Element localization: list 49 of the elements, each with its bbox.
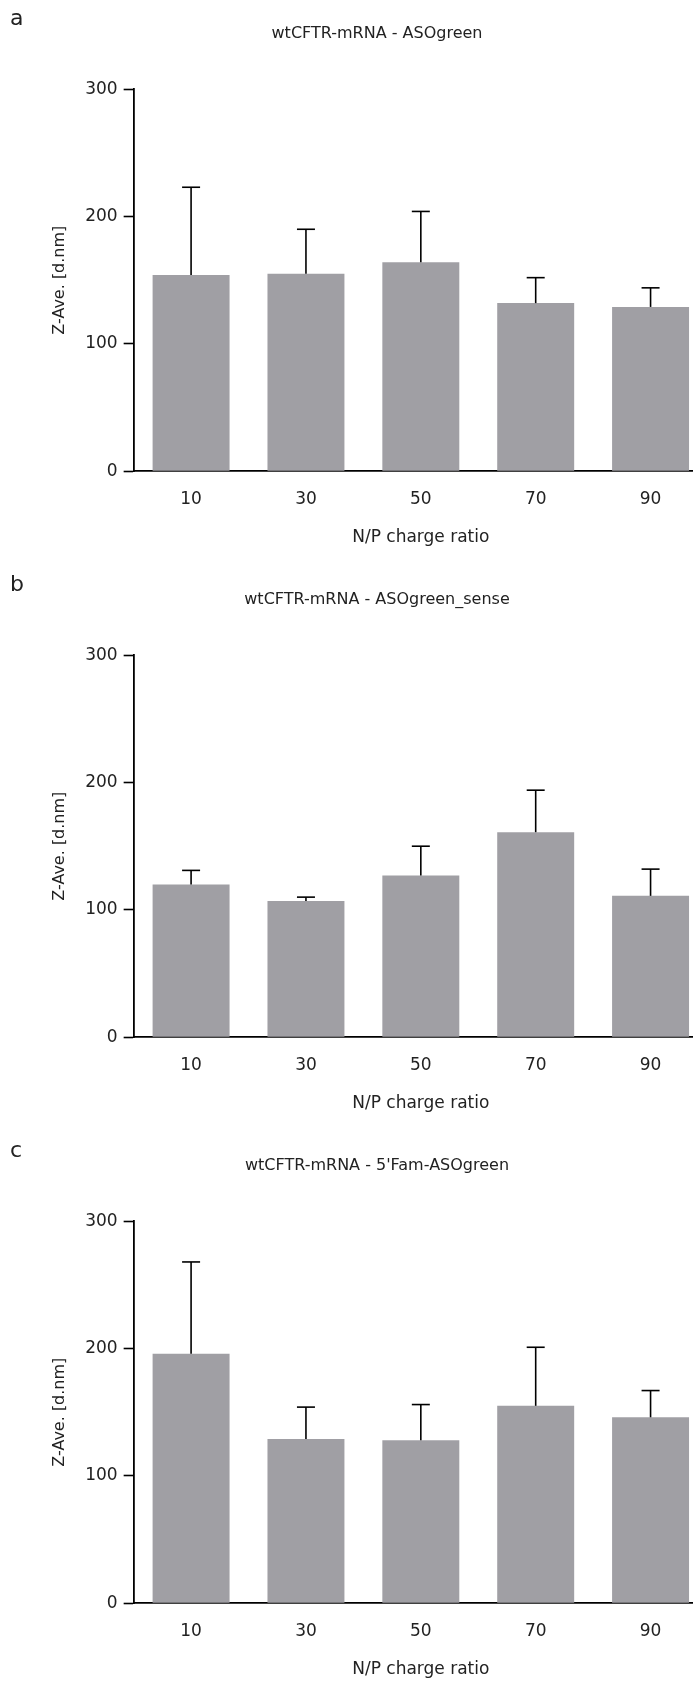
y-tick-label: 200 bbox=[85, 1336, 118, 1357]
text: a bbox=[10, 4, 24, 30]
y-axis-title: Z-Ave. [d.nm] bbox=[48, 225, 68, 335]
chart-title: wtCFTR-mRNA - ASOgreen bbox=[271, 22, 483, 42]
bar bbox=[497, 303, 575, 471]
y-tick-label: 300 bbox=[85, 1209, 118, 1230]
x-tick-label: 90 bbox=[639, 1053, 662, 1074]
bar bbox=[612, 1417, 690, 1603]
x-tick-label: 70 bbox=[524, 1619, 547, 1640]
y-tick-label: 0 bbox=[106, 1025, 118, 1046]
x-tick-label: 90 bbox=[639, 487, 662, 508]
bar bbox=[497, 1405, 575, 1603]
x-tick-label: 70 bbox=[524, 1053, 547, 1074]
y-tick-label: 300 bbox=[85, 643, 118, 664]
chart-title: wtCFTR-mRNA - ASOgreen_sense bbox=[244, 588, 510, 609]
x-tick-label: 70 bbox=[524, 487, 547, 508]
bar bbox=[267, 1438, 345, 1603]
y-axis-title: Z-Ave. [d.nm] bbox=[48, 1357, 68, 1467]
y-tick-label: 100 bbox=[85, 332, 118, 353]
x-tick-label: 10 bbox=[180, 1053, 202, 1074]
y-tick-label: 0 bbox=[106, 1591, 118, 1612]
bar bbox=[267, 273, 345, 471]
y-tick-label: 0 bbox=[106, 459, 118, 480]
x-axis-title: N/P charge ratio bbox=[352, 526, 490, 547]
y-tick-label: 300 bbox=[85, 77, 118, 98]
text: b bbox=[10, 570, 24, 596]
bar bbox=[382, 1440, 460, 1603]
x-axis-title: N/P charge ratio bbox=[352, 1092, 490, 1113]
text: c bbox=[10, 1136, 23, 1162]
x-tick-label: 50 bbox=[410, 1053, 432, 1074]
y-tick-label: 100 bbox=[85, 1464, 118, 1485]
x-tick-label: 30 bbox=[295, 487, 317, 508]
x-tick-label: 10 bbox=[180, 487, 202, 508]
bar bbox=[382, 262, 460, 471]
x-tick-label: 90 bbox=[639, 1619, 662, 1640]
x-axis-title: N/P charge ratio bbox=[352, 1658, 490, 1679]
y-axis-title: Z-Ave. [d.nm] bbox=[48, 791, 68, 901]
bar bbox=[152, 1353, 230, 1603]
y-tick-label: 200 bbox=[85, 770, 118, 791]
bar bbox=[152, 275, 230, 471]
chart-title: wtCFTR-mRNA - 5'Fam-ASOgreen bbox=[244, 1154, 510, 1174]
bar bbox=[612, 306, 690, 471]
x-tick-label: 10 bbox=[180, 1619, 202, 1640]
x-tick-label: 50 bbox=[410, 487, 432, 508]
y-tick-label: 100 bbox=[85, 898, 118, 919]
x-tick-label: 30 bbox=[295, 1619, 317, 1640]
x-tick-label: 50 bbox=[410, 1619, 432, 1640]
y-tick-label: 200 bbox=[85, 204, 118, 225]
x-tick-label: 30 bbox=[295, 1053, 317, 1074]
